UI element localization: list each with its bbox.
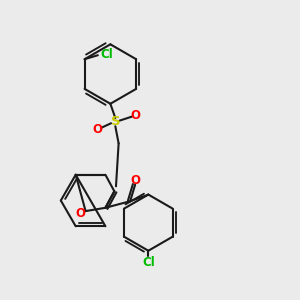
Text: O: O xyxy=(76,207,85,220)
Text: Cl: Cl xyxy=(100,48,113,61)
Text: O: O xyxy=(131,109,141,122)
Text: S: S xyxy=(110,116,120,128)
Text: O: O xyxy=(92,123,102,136)
Text: Cl: Cl xyxy=(142,256,155,269)
Text: O: O xyxy=(130,174,140,187)
